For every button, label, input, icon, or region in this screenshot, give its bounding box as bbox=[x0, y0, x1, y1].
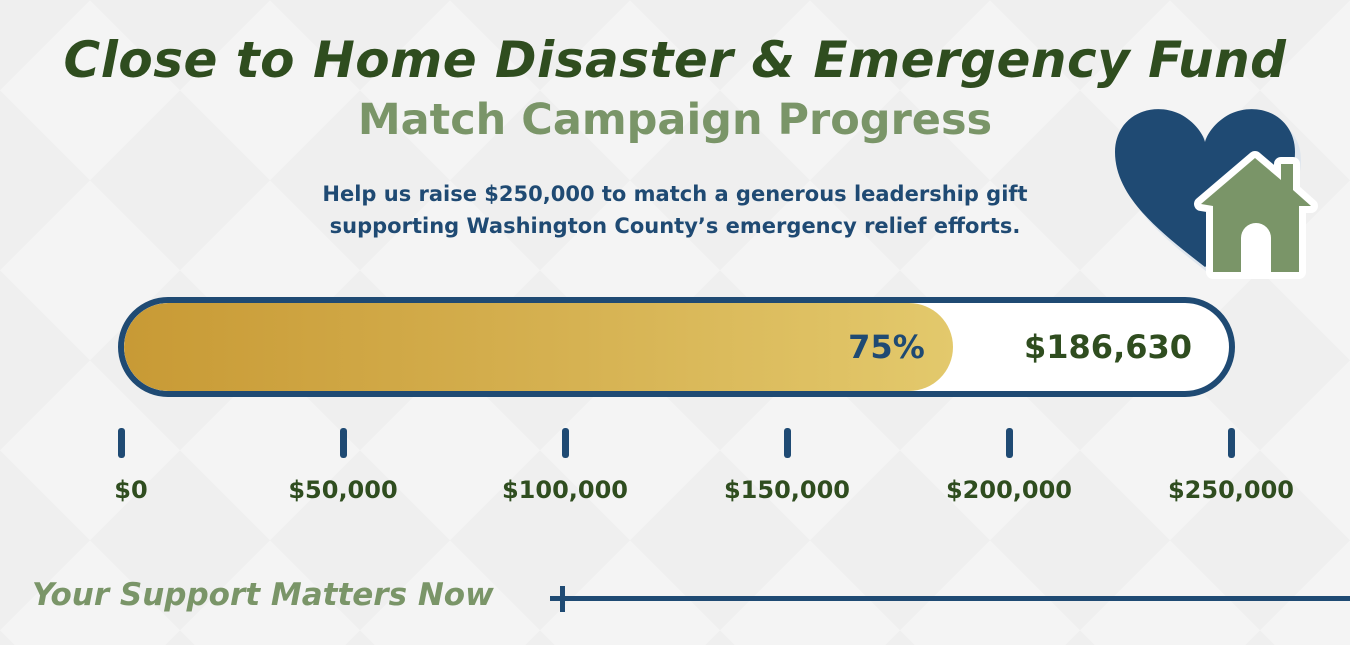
scale-tick bbox=[339, 428, 347, 458]
house-shape bbox=[1201, 158, 1311, 272]
progress-percent: 75% bbox=[848, 328, 925, 366]
house-door-shape bbox=[1241, 223, 1271, 272]
divider-line bbox=[572, 596, 1350, 601]
description-line-1: Help us raise $250,000 to match a genero… bbox=[322, 182, 1028, 206]
description-line-2: supporting Washington County’s emergency… bbox=[329, 214, 1021, 238]
scale-tick bbox=[561, 428, 569, 458]
scale-tick-label: $100,000 bbox=[501, 476, 628, 504]
scale-tick bbox=[117, 428, 125, 458]
scale-tick-label: $200,000 bbox=[945, 476, 1072, 504]
progress-bar-fill: 75% bbox=[124, 303, 953, 391]
progress-amount: $186,630 bbox=[1024, 328, 1193, 366]
scale-tick bbox=[1005, 428, 1013, 458]
progress-bar: 75% $186,630 bbox=[118, 297, 1235, 397]
scale-tick-label: $50,000 bbox=[288, 476, 398, 504]
plus-icon bbox=[550, 586, 576, 612]
scale-tick-label: $150,000 bbox=[723, 476, 850, 504]
scale-tick-label: $250,000 bbox=[1167, 476, 1294, 504]
scale-tick bbox=[1227, 428, 1235, 458]
scale-tick bbox=[783, 428, 791, 458]
heart-home-icon bbox=[1115, 109, 1318, 279]
scale-tick-label: $0 bbox=[114, 476, 148, 504]
tagline: Your Support Matters Now bbox=[32, 577, 494, 613]
page-subtitle: Match Campaign Progress bbox=[357, 95, 993, 145]
page-title: Close to Home Disaster & Emergency Fund bbox=[63, 31, 1287, 89]
campaign-description: Help us raise $250,000 to match a genero… bbox=[220, 178, 1130, 242]
